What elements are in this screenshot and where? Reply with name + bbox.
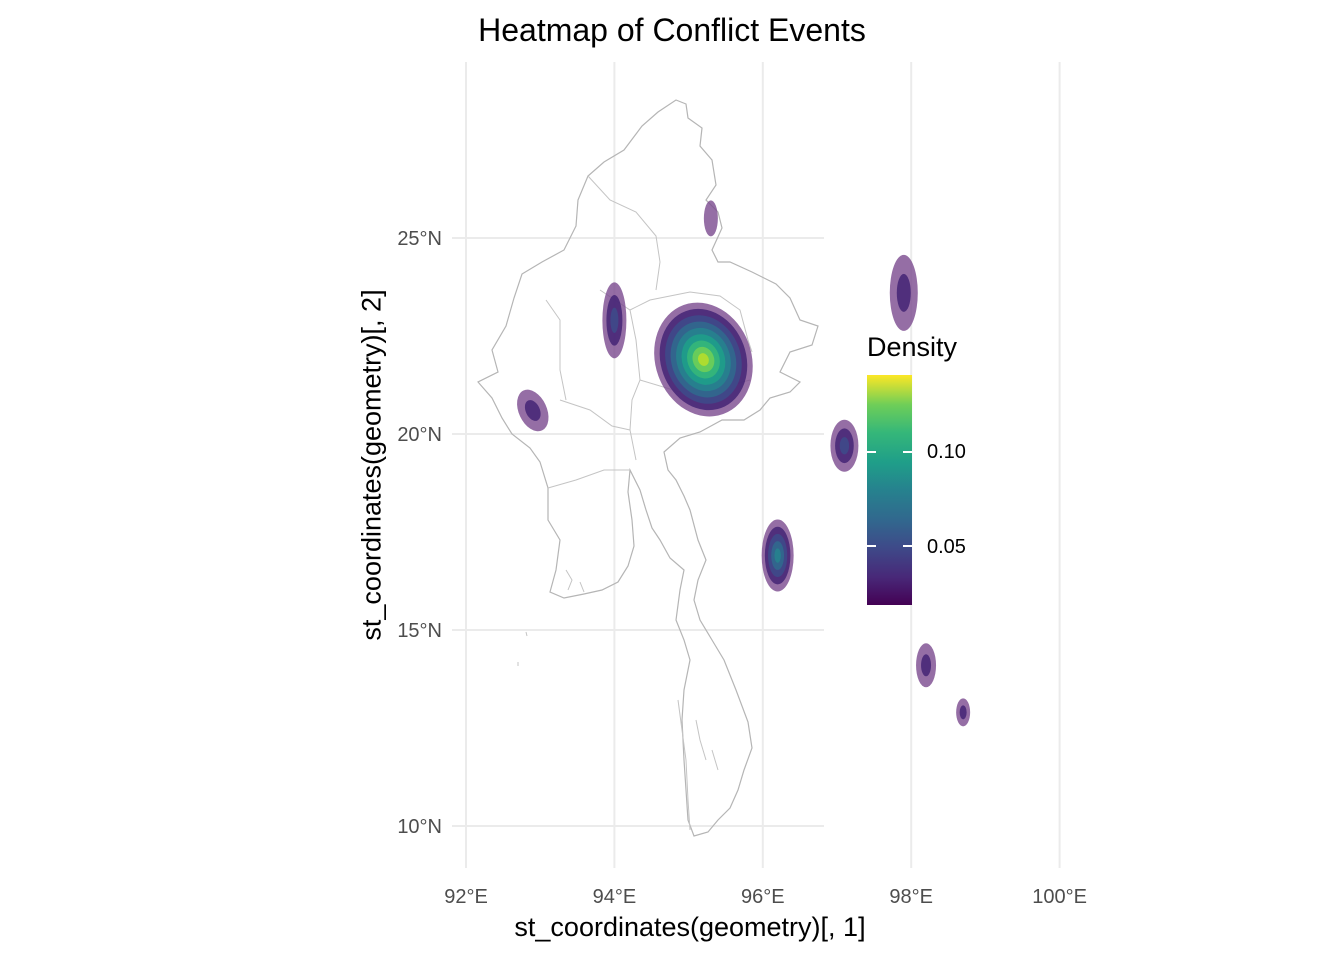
region-boundaries [545,175,753,489]
density-hotspot [889,254,918,331]
coastline-islands [517,569,719,831]
density-hotspot [956,698,971,727]
density-contour-level [921,654,932,677]
density-contour-level [524,400,541,421]
density-hotspot [517,389,549,432]
axis-ticks: 92°E 94°E 96°E 98°E 100°E 25°N 20°N 15°N 10°N [397,228,1087,908]
legend-label-0-05: 0.05 [927,536,966,558]
x-tick-label: 92°E [444,886,488,908]
legend-tick-005-right [903,545,912,547]
density-contour-level [774,548,781,563]
density-hotspot [602,282,627,359]
density-hotspot [761,519,794,592]
legend-title: Density [867,332,958,362]
density-contour-level [839,437,850,455]
y-tick-label: 15°N [397,620,442,642]
y-axis-label-text: st_coordinates(geometry)[, 2] [356,289,387,641]
grid-lines [452,62,1061,868]
y-tick-label: 25°N [397,228,442,250]
density-contour-level [896,273,911,312]
country-outline [477,99,819,837]
y-tick-label: 10°N [397,816,442,838]
legend-tick-010-right [903,451,912,453]
x-tick-label: 100°E [1032,886,1087,908]
legend-colorbar [867,375,912,605]
density-hotspot [654,302,753,417]
x-axis-label: st_coordinates(geometry)[, 1] [514,912,866,942]
density-hotspot [830,419,859,472]
legend-tick-005-left [867,545,876,547]
density-contour-level [610,307,619,333]
x-tick-label: 98°E [889,886,933,908]
chart-title: Heatmap of Conflict Events [478,12,866,48]
country-borders [477,99,819,837]
x-tick-label: 96°E [741,886,785,908]
density-hotspot [703,200,718,237]
legend-label-0-10: 0.10 [927,441,966,463]
density-contours [517,200,971,727]
density-contour-level [697,353,709,366]
x-tick-label: 94°E [593,886,637,908]
y-tick-label: 20°N [397,424,442,446]
legend-tick-010-left [867,451,876,453]
density-contour-level [959,705,967,720]
density-hotspot [916,643,937,688]
density-contour-level [703,200,718,237]
